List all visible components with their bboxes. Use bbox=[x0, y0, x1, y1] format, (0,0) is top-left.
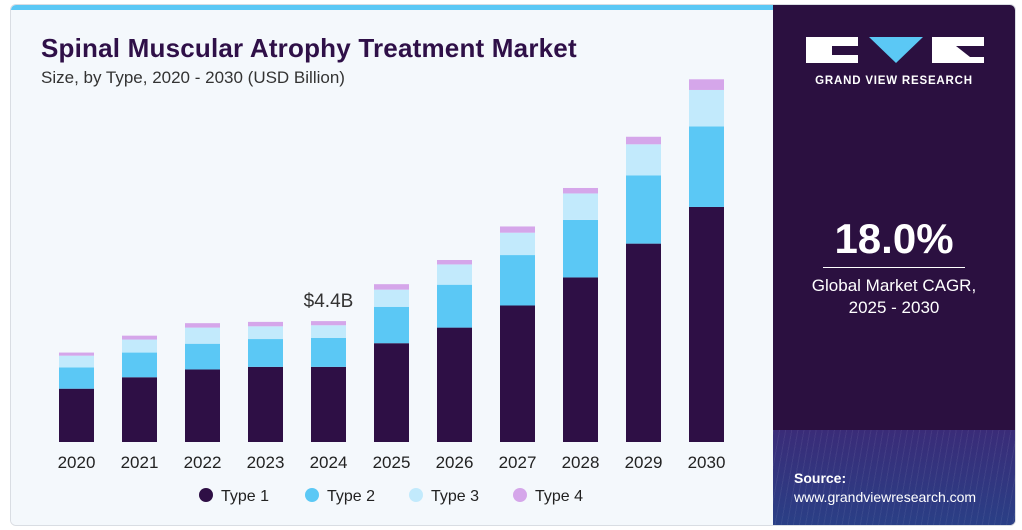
bar-type-1-2026 bbox=[437, 327, 472, 442]
bar-type-3-2022 bbox=[185, 327, 220, 344]
bar-type-2-2027 bbox=[500, 255, 535, 306]
bar-type-1-2025 bbox=[374, 343, 409, 442]
bar-type-4-2023 bbox=[248, 321, 283, 327]
bar-total-label-2024: $4.4B bbox=[304, 291, 354, 312]
source-link[interactable]: www.grandviewresearch.com bbox=[794, 489, 977, 505]
bar-type-4-2021 bbox=[122, 335, 157, 340]
legend-label-type-2: Type 2 bbox=[327, 488, 375, 505]
bar-type-4-2028 bbox=[563, 187, 598, 194]
x-tick-label-2025: 2025 bbox=[373, 453, 411, 472]
x-tick-label-2029: 2029 bbox=[625, 453, 663, 472]
bar-type-1-2021 bbox=[122, 377, 157, 442]
bar-type-2-2028 bbox=[563, 219, 598, 278]
bar-type-1-2023 bbox=[248, 366, 283, 442]
cagr-label-line2: 2025 - 2030 bbox=[848, 298, 940, 317]
legend-swatch-type-2 bbox=[305, 488, 319, 502]
chart-panel: Spinal Muscular Atrophy Treatment Market… bbox=[11, 5, 773, 525]
bar-type-2-2020 bbox=[59, 367, 94, 389]
brand-name: GRAND VIEW RESEARCH bbox=[815, 75, 973, 87]
legend-label-type-4: Type 4 bbox=[535, 488, 583, 505]
bar-type-3-2027 bbox=[500, 232, 535, 256]
legend-label-type-3: Type 3 bbox=[431, 488, 479, 505]
legend-label-type-1: Type 1 bbox=[221, 488, 269, 505]
bar-type-3-2030 bbox=[689, 89, 724, 127]
bar-type-2-2026 bbox=[437, 284, 472, 328]
bar-type-1-2024 bbox=[311, 366, 346, 442]
bar-type-2-2022 bbox=[185, 343, 220, 370]
source-panel bbox=[773, 430, 1015, 525]
legend-swatch-type-4 bbox=[513, 488, 527, 502]
x-tick-label-2026: 2026 bbox=[436, 453, 474, 472]
source-title: Source: bbox=[794, 470, 847, 486]
bar-type-2-2025 bbox=[374, 306, 409, 344]
bar-type-4-2020 bbox=[59, 352, 94, 356]
chart-subtitle: Size, by Type, 2020 - 2030 (USD Billion) bbox=[41, 68, 345, 87]
accent-bar bbox=[11, 5, 773, 10]
bar-type-3-2026 bbox=[437, 264, 472, 285]
bar-type-3-2028 bbox=[563, 193, 598, 220]
x-tick-label-2030: 2030 bbox=[688, 453, 726, 472]
bar-type-2-2023 bbox=[248, 339, 283, 367]
bar-type-1-2029 bbox=[626, 243, 661, 442]
bar-type-1-2020 bbox=[59, 388, 94, 442]
cagr-value: 18.0% bbox=[834, 215, 954, 262]
cagr-label: Global Market CAGR, 2025 - 2030 bbox=[773, 275, 1015, 319]
bar-type-1-2028 bbox=[563, 277, 598, 442]
bar-type-2-2024 bbox=[311, 338, 346, 367]
bar-type-3-2024 bbox=[311, 325, 346, 338]
bar-type-4-2025 bbox=[374, 284, 409, 290]
bar-type-2-2021 bbox=[122, 352, 157, 378]
cagr-divider bbox=[823, 267, 965, 268]
chart-title: Spinal Muscular Atrophy Treatment Market bbox=[41, 33, 577, 63]
bar-type-4-2027 bbox=[500, 226, 535, 233]
stacked-bar-chart: 2020 2021 2022 2023 2024 $4.4B 2025 2026 2027 202… bbox=[58, 79, 726, 505]
bar-type-3-2025 bbox=[374, 289, 409, 307]
bar-type-3-2020 bbox=[59, 355, 94, 368]
x-tick-label-2023: 2023 bbox=[247, 453, 285, 472]
x-tick-label-2021: 2021 bbox=[121, 453, 159, 472]
bar-type-2-2029 bbox=[626, 175, 661, 244]
legend-swatch-type-1 bbox=[199, 488, 213, 502]
bar-type-4-2024 bbox=[311, 321, 346, 326]
x-tick-label-2024: 2024 bbox=[310, 453, 348, 472]
bar-type-1-2022 bbox=[185, 369, 220, 442]
x-tick-label-2020: 2020 bbox=[58, 453, 96, 472]
bar-type-1-2030 bbox=[689, 206, 724, 442]
bar-type-4-2026 bbox=[437, 260, 472, 265]
bar-type-3-2021 bbox=[122, 339, 157, 353]
infographic-frame: Spinal Muscular Atrophy Treatment Market… bbox=[10, 4, 1016, 526]
bar-type-4-2030 bbox=[689, 79, 724, 90]
bar-type-1-2027 bbox=[500, 305, 535, 442]
sidebar: GRAND VIEW RESEARCH 18.0% Global Market … bbox=[773, 5, 1015, 525]
grand-view-research-logo bbox=[806, 37, 984, 63]
legend-swatch-type-3 bbox=[409, 488, 423, 502]
cagr-label-line1: Global Market CAGR, bbox=[811, 276, 977, 295]
bar-type-4-2022 bbox=[185, 323, 220, 328]
bar-type-2-2030 bbox=[689, 126, 724, 207]
bar-type-3-2023 bbox=[248, 326, 283, 340]
bar-type-3-2029 bbox=[626, 144, 661, 176]
x-tick-label-2027: 2027 bbox=[499, 453, 537, 472]
x-tick-label-2028: 2028 bbox=[562, 453, 600, 472]
x-tick-label-2022: 2022 bbox=[184, 453, 222, 472]
bar-type-4-2029 bbox=[626, 136, 661, 145]
